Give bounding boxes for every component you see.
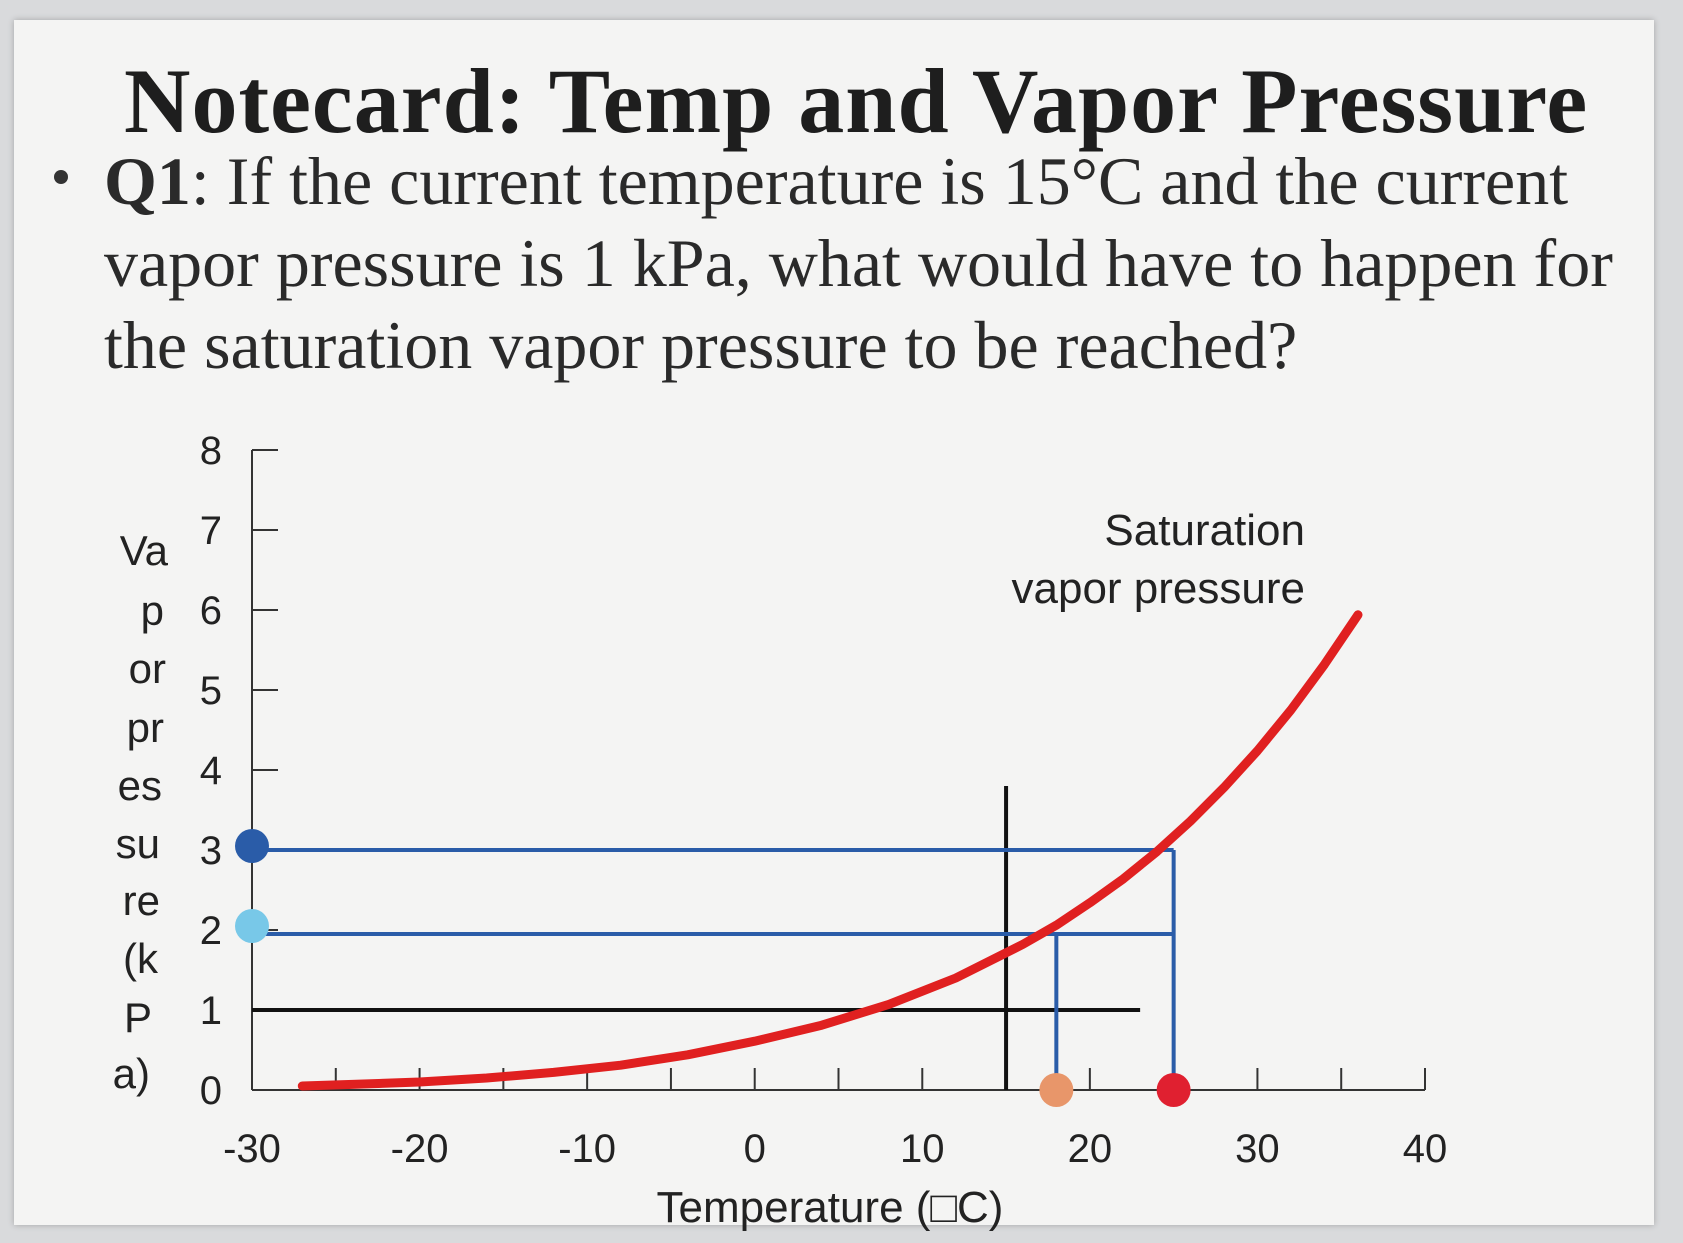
y-axis-label-part: su <box>116 820 160 867</box>
x-tick-label: 0 <box>744 1127 766 1171</box>
x-axis-label: Temperature (□C) <box>657 1183 1004 1232</box>
marker-point <box>1039 1073 1074 1107</box>
x-tick-label: -10 <box>558 1127 616 1171</box>
y-tick-label: 2 <box>200 909 222 953</box>
x-tick-label: -30 <box>223 1127 281 1171</box>
marker-point <box>235 909 269 943</box>
y-tick-label: 7 <box>200 509 222 553</box>
x-tick-label: 30 <box>1235 1127 1280 1171</box>
saturation-curve <box>297 610 1363 1091</box>
y-tick-label: 1 <box>200 989 222 1033</box>
y-tick-label: 5 <box>200 669 222 713</box>
y-axis-label-part: es <box>118 762 162 809</box>
x-tick-label: -20 <box>391 1127 449 1171</box>
y-axis-label-part: (k <box>123 935 159 982</box>
slide-title: Notecard: Temp and Vapor Pressure <box>124 50 1589 152</box>
x-tick-label: 40 <box>1403 1127 1448 1171</box>
question-label: Q1 <box>104 143 191 219</box>
y-axis-label-part: P <box>124 994 152 1041</box>
y-tick-label: 4 <box>200 749 222 793</box>
curve-annotation: Saturation <box>1104 506 1305 555</box>
y-axis-label-part: or <box>129 645 166 692</box>
question-body: : If the current temperature is 15°C and… <box>104 143 1613 383</box>
x-tick-label: 10 <box>900 1127 945 1171</box>
question-text: Q1: If the current temperature is 15°C a… <box>104 140 1644 386</box>
slide: Notecard: Temp and Vapor Pressure Q1: If… <box>14 20 1654 1225</box>
marker-point <box>1156 1073 1191 1107</box>
y-tick-label: 3 <box>200 829 222 873</box>
y-axis-label-part: a) <box>113 1050 150 1097</box>
bullet-icon <box>54 170 68 184</box>
y-axis-label-part: pr <box>127 704 164 751</box>
y-axis-label-part: re <box>123 877 160 924</box>
y-tick-label: 0 <box>200 1069 222 1113</box>
x-tick-label: 20 <box>1068 1127 1113 1171</box>
curve-annotation: vapor pressure <box>1012 564 1305 613</box>
y-tick-label: 6 <box>200 589 222 633</box>
marker-point <box>235 829 269 863</box>
y-axis-label-part: p <box>141 587 164 634</box>
y-tick-label: 8 <box>200 429 222 473</box>
y-axis-label-part: Va <box>120 527 169 574</box>
